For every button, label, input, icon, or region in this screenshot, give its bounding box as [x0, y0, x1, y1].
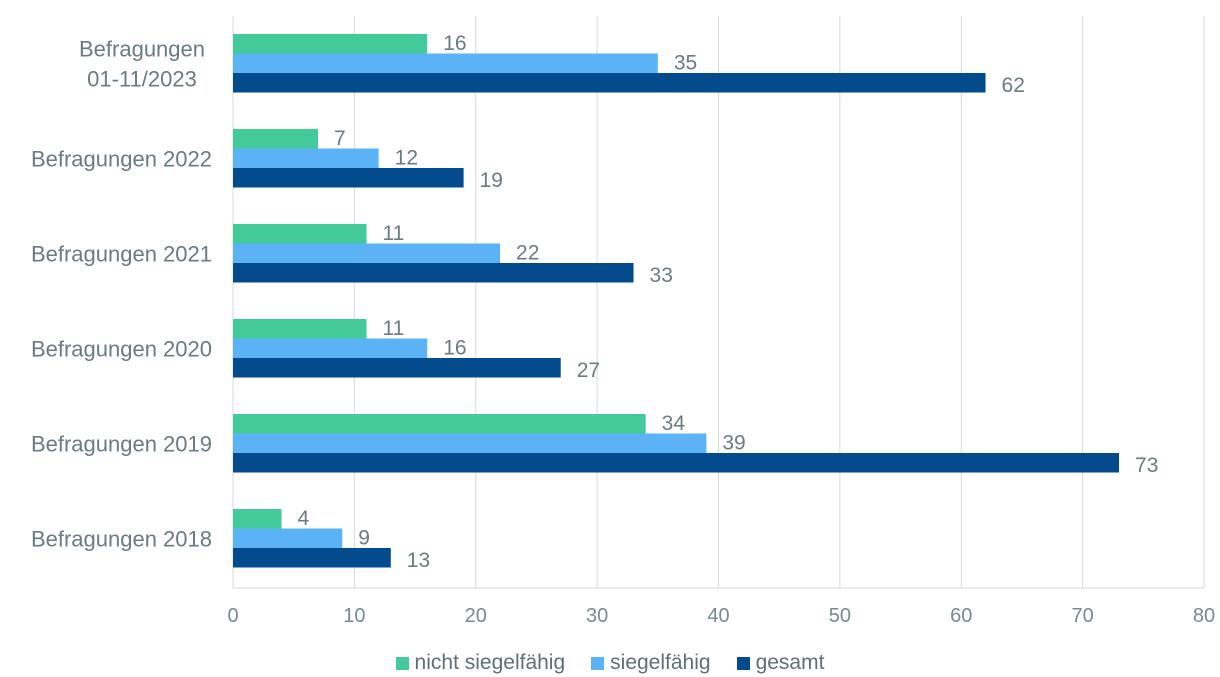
bar: [233, 453, 1120, 473]
x-tick-label: 60: [950, 605, 972, 627]
x-tick-label: 80: [1193, 605, 1215, 627]
data-label: 62: [1002, 74, 1025, 97]
bar: [233, 53, 658, 73]
category-label: Befragungen 2019: [31, 431, 212, 456]
bar-chart: 0 10 20 30 40 50 60 70 80 16 35 62 Befragungen 01-11/…: [31, 16, 1215, 627]
category-label: Befragungen 01-11/2023: [79, 36, 205, 91]
data-label: 39: [722, 431, 745, 454]
bar: [233, 34, 428, 54]
category-label: Befragungen 2020: [31, 336, 212, 361]
bar: [233, 509, 282, 529]
legend-item: siegelfähig: [591, 651, 711, 675]
bar: [233, 358, 561, 378]
legend-label: gesamt: [755, 651, 825, 674]
bar: [233, 319, 367, 339]
x-tick-label: 40: [707, 605, 729, 627]
bar: [233, 338, 428, 358]
category-label: Befragungen 2021: [31, 241, 212, 266]
bar: [233, 224, 367, 244]
data-label: 12: [395, 146, 418, 169]
data-label: 19: [480, 169, 503, 192]
bar: [233, 528, 343, 548]
x-tick-label: 50: [829, 605, 851, 627]
data-label: 34: [662, 412, 686, 435]
legend-label: siegelfähig: [610, 651, 711, 674]
data-label: 7: [334, 127, 346, 150]
data-label: 9: [358, 526, 370, 549]
bar: [233, 243, 501, 263]
legend-item: nicht siegelfähig: [395, 651, 566, 675]
category-label: Befragungen 2018: [31, 526, 212, 551]
data-label: 33: [650, 264, 673, 287]
x-tick-label: 30: [586, 605, 608, 627]
legend-swatch: [395, 656, 409, 670]
data-label: 35: [674, 51, 697, 74]
legend: nicht siegelfähig siegelfähig gesamt: [0, 650, 1220, 676]
data-label: 22: [516, 241, 539, 264]
data-label: 11: [383, 222, 405, 245]
category-label: Befragungen 2022: [31, 146, 212, 171]
legend-swatch: [591, 656, 605, 670]
data-label: 4: [298, 507, 310, 530]
bar: [233, 129, 318, 149]
data-label: 27: [577, 359, 600, 382]
legend-swatch: [736, 656, 750, 670]
bar: [233, 148, 379, 168]
data-label: 16: [443, 32, 466, 55]
bar: [233, 263, 634, 283]
legend-item: gesamt: [736, 651, 825, 675]
bar: [233, 548, 391, 568]
data-label: 11: [383, 317, 405, 340]
x-tick-label: 70: [1072, 605, 1094, 627]
data-label: 13: [407, 549, 430, 572]
bar: [233, 73, 986, 93]
bar: [233, 414, 646, 434]
legend-label: nicht siegelfähig: [414, 651, 566, 674]
bar: [233, 168, 464, 188]
x-tick-label: 10: [343, 605, 365, 627]
x-tick-label: 20: [465, 605, 487, 627]
data-label: 16: [443, 336, 466, 359]
bar: [233, 433, 707, 453]
x-tick-label: 0: [227, 605, 238, 627]
data-label: 73: [1135, 454, 1158, 477]
